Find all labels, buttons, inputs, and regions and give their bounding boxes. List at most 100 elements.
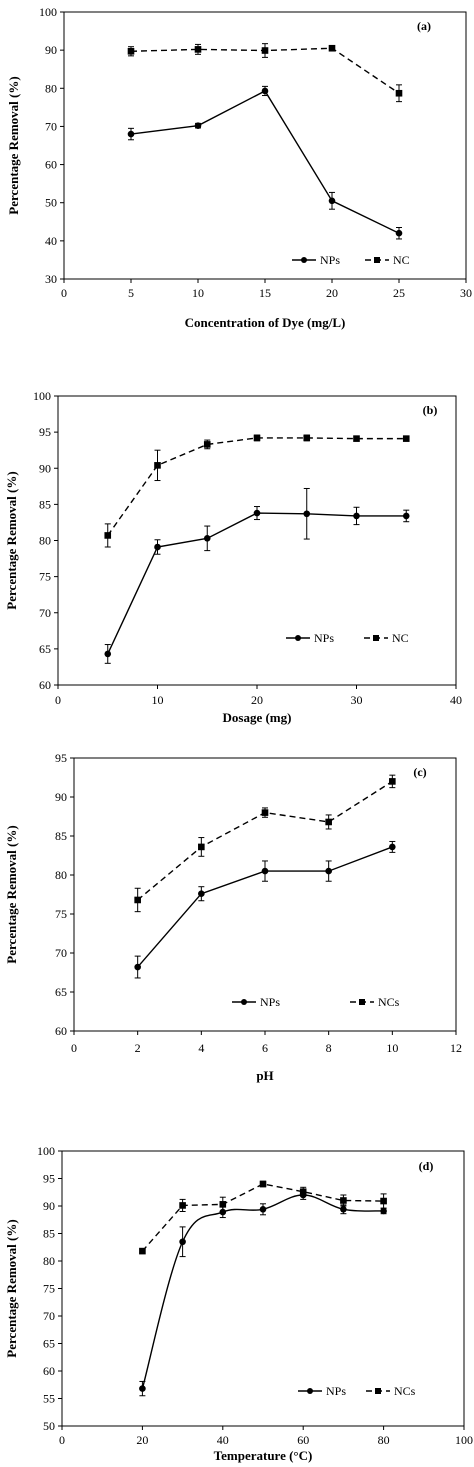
data-point-ncs — [198, 843, 205, 851]
x-tick-label: 4 — [198, 1041, 204, 1055]
data-point-nps — [389, 843, 396, 851]
data-point-nps — [203, 535, 211, 542]
data-point-nps — [261, 87, 269, 95]
x-tick-label: 80 — [378, 1433, 390, 1447]
x-tick-label: 40 — [217, 1433, 229, 1447]
y-tick-label: 55 — [43, 1392, 55, 1406]
legend-marker — [374, 257, 380, 263]
legend-label: NCs — [394, 1384, 416, 1398]
x-tick-label: 2 — [135, 1041, 141, 1055]
data-point-nps — [380, 1207, 387, 1215]
data-point-nps — [127, 130, 135, 138]
y-tick-label: 60 — [55, 1024, 67, 1038]
series-line-nps — [141, 1194, 384, 1389]
y-tick-label: 80 — [39, 534, 51, 548]
y-tick-label: 65 — [55, 985, 67, 999]
x-tick-label: 0 — [59, 1433, 65, 1447]
series-line-ncs — [141, 1183, 384, 1252]
data-point-nps — [104, 650, 112, 658]
data-point-nc — [261, 47, 269, 54]
y-tick-label: 85 — [55, 829, 67, 843]
x-tick-label: 30 — [460, 286, 472, 300]
x-tick-label: 5 — [128, 286, 134, 300]
x-tick-label: 12 — [450, 1041, 462, 1055]
y-tick-label: 65 — [43, 1337, 55, 1351]
x-tick-label: 8 — [326, 1041, 332, 1055]
chart-a: 30 40 50 60 70 80 90 100 0 5 10 15 20 25 30 Concentrati… — [6, 5, 472, 330]
data-point-nps — [328, 197, 336, 205]
y-tick-label: 50 — [45, 196, 57, 210]
x-tick-label: 0 — [55, 693, 61, 707]
data-point-nps — [154, 543, 161, 551]
y-tick-label: 65 — [39, 642, 51, 656]
y-tick-label: 75 — [55, 907, 67, 921]
y-tick-label: 60 — [45, 158, 57, 172]
data-point-nps — [261, 867, 269, 875]
data-point-nc — [395, 89, 403, 97]
panel-label: (d) — [419, 1159, 434, 1173]
data-point-ncs — [261, 809, 269, 816]
y-tick-label: 80 — [43, 1254, 55, 1268]
data-point-nps — [253, 509, 261, 517]
data-point-ncs — [219, 1201, 227, 1208]
legend-label: NC — [393, 253, 410, 267]
y-tick-label: 90 — [45, 43, 57, 57]
x-tick-label: 10 — [152, 693, 164, 707]
data-point-ncs — [259, 1180, 267, 1188]
x-tick-label: 40 — [450, 693, 462, 707]
x-tick-label: 0 — [71, 1041, 77, 1055]
x-tick-label: 20 — [326, 286, 338, 300]
y-tick-label: 70 — [45, 119, 57, 133]
legend-label: NPs — [326, 1384, 346, 1398]
data-point-nps — [139, 1385, 146, 1392]
y-tick-label: 75 — [43, 1282, 55, 1296]
y-tick-label: 70 — [43, 1309, 55, 1323]
data-point-nc — [154, 462, 161, 469]
x-tick-label: 60 — [297, 1433, 309, 1447]
data-point-nps — [402, 512, 410, 520]
x-axis-title: Temperature (°C) — [214, 1448, 313, 1463]
data-point-ncs — [299, 1188, 307, 1195]
x-axis-title: pH — [256, 1068, 273, 1083]
x-tick-label: 100 — [455, 1433, 473, 1447]
data-point-ncs — [139, 1247, 146, 1255]
data-point-nc — [104, 532, 112, 539]
x-tick-label: 30 — [351, 693, 363, 707]
y-axis-title: Percentage Removal (%) — [4, 825, 19, 963]
x-axis-title: Dosage (mg) — [223, 710, 292, 725]
panel-label: (c) — [413, 765, 426, 779]
data-point-ncs — [389, 778, 396, 785]
y-tick-label: 60 — [39, 678, 51, 692]
y-tick-label: 100 — [39, 5, 57, 19]
legend-label: NPs — [314, 631, 334, 645]
legend-marker — [295, 635, 301, 641]
data-point-nps — [395, 229, 403, 237]
data-point-nc — [203, 441, 211, 448]
data-point-ncs — [325, 818, 332, 826]
legend-label: NCs — [378, 995, 400, 1009]
legend-marker — [373, 635, 379, 641]
legend-marker — [301, 257, 307, 263]
legend-marker — [307, 1388, 313, 1394]
data-point-nps — [194, 122, 202, 129]
y-tick-label: 70 — [55, 946, 67, 960]
y-tick-label: 90 — [55, 790, 67, 804]
y-tick-label: 90 — [39, 461, 51, 475]
y-axis-title: Percentage Removal (%) — [6, 76, 21, 214]
y-tick-label: 80 — [55, 868, 67, 882]
y-tick-label: 100 — [37, 1144, 55, 1158]
data-point-nps — [325, 867, 332, 875]
y-tick-label: 85 — [39, 497, 51, 511]
legend-label: NC — [392, 631, 409, 645]
y-tick-label: 85 — [43, 1227, 55, 1241]
panel-label: (b) — [423, 403, 438, 417]
panel-label: (a) — [417, 19, 431, 33]
y-tick-label: 50 — [43, 1419, 55, 1433]
x-tick-label: 20 — [136, 1433, 148, 1447]
y-tick-label: 30 — [45, 272, 57, 286]
y-tick-label: 95 — [43, 1172, 55, 1186]
y-tick-label: 95 — [55, 751, 67, 765]
